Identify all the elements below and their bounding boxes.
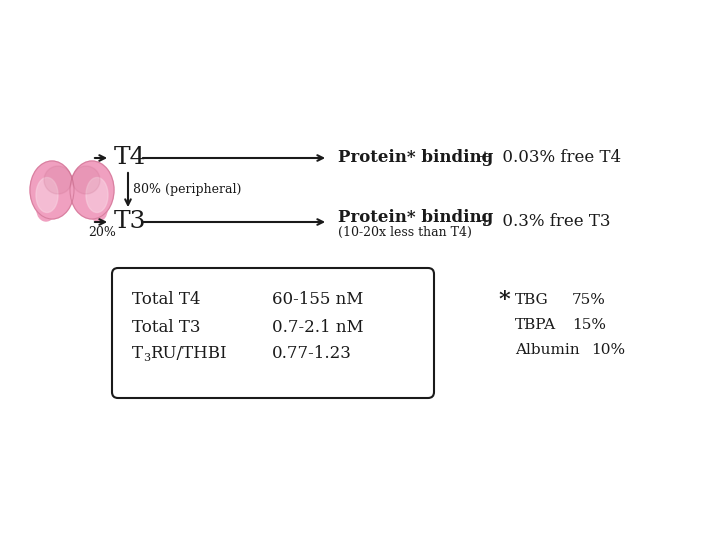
Text: +  0.03% free T4: + 0.03% free T4 xyxy=(478,150,621,166)
Text: Albumin: Albumin xyxy=(515,343,580,357)
Text: Total T3: Total T3 xyxy=(132,319,200,335)
Ellipse shape xyxy=(70,161,114,219)
Ellipse shape xyxy=(89,199,107,221)
Ellipse shape xyxy=(72,166,100,194)
Text: Total T4: Total T4 xyxy=(132,292,200,308)
Text: +  0.3% free T3: + 0.3% free T3 xyxy=(478,213,611,231)
Ellipse shape xyxy=(30,161,74,219)
Text: T4: T4 xyxy=(114,146,146,170)
Text: RU/THBI: RU/THBI xyxy=(150,346,227,362)
Ellipse shape xyxy=(36,178,58,213)
Text: 10%: 10% xyxy=(591,343,625,357)
FancyBboxPatch shape xyxy=(112,268,434,398)
Ellipse shape xyxy=(44,166,72,194)
Ellipse shape xyxy=(37,199,55,221)
Text: TBG: TBG xyxy=(515,293,549,307)
Text: TBPA: TBPA xyxy=(515,318,556,332)
Text: 60-155 nM: 60-155 nM xyxy=(272,292,364,308)
Text: *: * xyxy=(498,289,510,311)
Text: 0.77-1.23: 0.77-1.23 xyxy=(272,346,352,362)
Text: 20%: 20% xyxy=(88,226,116,239)
Text: 75%: 75% xyxy=(572,293,606,307)
Text: 0.7-2.1 nM: 0.7-2.1 nM xyxy=(272,319,364,335)
Ellipse shape xyxy=(86,178,108,213)
Text: 3: 3 xyxy=(143,353,150,363)
Text: Protein* binding: Protein* binding xyxy=(338,150,493,166)
Text: 80% (peripheral): 80% (peripheral) xyxy=(133,184,241,197)
Ellipse shape xyxy=(62,176,82,192)
Text: 15%: 15% xyxy=(572,318,606,332)
Text: T3: T3 xyxy=(114,211,146,233)
Text: (10-20x less than T4): (10-20x less than T4) xyxy=(338,226,472,239)
Text: Protein* binding: Protein* binding xyxy=(338,208,493,226)
Text: T: T xyxy=(132,346,143,362)
